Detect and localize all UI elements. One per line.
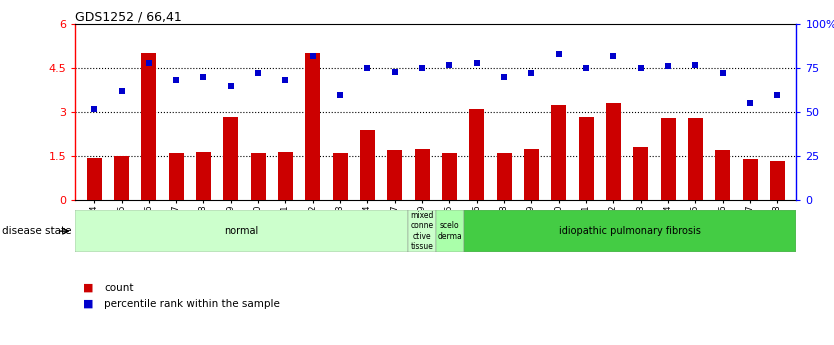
Point (661, 63, 675, 69)
Text: mixed
conne
ctive
tissue: mixed conne ctive tissue (410, 211, 434, 251)
Point (580, 66, 593, 71)
Point (279, 78, 292, 83)
Bar (360, 130, 375, 200)
Bar (716, 150, 731, 200)
Point (252, 71, 265, 76)
Text: GDS1252 / 66,41: GDS1252 / 66,41 (75, 10, 182, 23)
Point (169, 78, 183, 83)
Bar (524, 149, 539, 200)
Bar (633, 147, 648, 200)
Text: count: count (104, 283, 133, 293)
Point (606, 53, 620, 59)
Bar (742, 159, 757, 200)
Bar (579, 117, 594, 200)
Bar (196, 152, 211, 200)
Point (552, 51, 565, 57)
Point (743, 101, 756, 106)
Bar (305, 53, 320, 200)
Point (142, 60, 155, 66)
Text: disease state: disease state (2, 226, 71, 236)
Point (525, 71, 538, 76)
Point (443, 62, 456, 67)
Bar (387, 150, 402, 200)
Text: ■: ■ (83, 299, 94, 308)
Bar (688, 118, 703, 200)
Text: idiopathic pulmonary fibrosis: idiopathic pulmonary fibrosis (559, 226, 701, 236)
Bar (442, 152, 457, 200)
Bar (414, 149, 430, 200)
Bar (75, 210, 408, 252)
Point (306, 53, 319, 59)
Bar (408, 210, 435, 252)
Bar (605, 104, 620, 200)
Text: normal: normal (224, 226, 259, 236)
Point (470, 60, 484, 66)
Point (388, 69, 401, 75)
Point (361, 66, 374, 71)
Bar (470, 109, 485, 200)
Text: scelo
derma: scelo derma (437, 221, 462, 241)
Point (634, 66, 647, 71)
Bar (496, 153, 511, 200)
Point (716, 71, 730, 76)
Bar (224, 117, 239, 200)
Point (415, 66, 429, 71)
Bar (333, 152, 348, 200)
Text: ■: ■ (83, 283, 94, 293)
Bar (141, 53, 156, 200)
Bar (435, 210, 464, 252)
Point (497, 74, 510, 80)
Point (197, 74, 210, 80)
Bar (464, 210, 796, 252)
Bar (770, 160, 785, 200)
Point (115, 88, 128, 94)
Bar (251, 152, 266, 200)
Point (689, 62, 702, 67)
Point (88, 106, 101, 111)
Bar (114, 156, 129, 200)
Bar (551, 105, 566, 200)
Bar (661, 118, 676, 200)
Bar (87, 158, 102, 200)
Point (224, 83, 238, 89)
Text: percentile rank within the sample: percentile rank within the sample (104, 299, 280, 308)
Point (771, 92, 784, 97)
Point (334, 92, 347, 97)
Bar (168, 153, 183, 200)
Bar (278, 152, 293, 200)
